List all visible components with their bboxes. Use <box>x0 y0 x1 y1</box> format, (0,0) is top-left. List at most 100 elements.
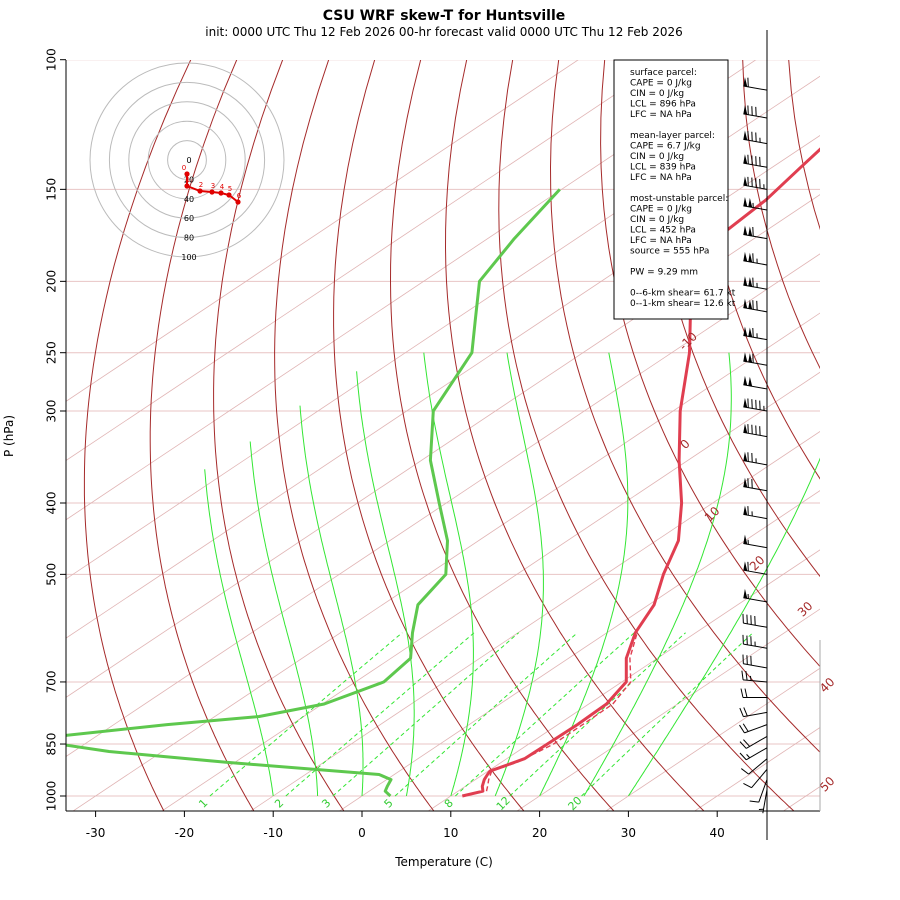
hodograph-point <box>209 189 215 195</box>
x-axis-title: Temperature (C) <box>394 855 493 869</box>
wind-barb-half-feather <box>746 754 751 759</box>
parcel-profile <box>485 632 638 792</box>
x-tick-label: -20 <box>175 826 195 840</box>
hodograph-ring-label: 80 <box>184 234 194 243</box>
dry-adiabat-line <box>549 60 820 753</box>
wind-barb-pennant <box>743 298 748 309</box>
wind-barb-feather <box>742 723 749 732</box>
hodograph-ring-label: 100 <box>181 253 196 262</box>
x-tick-label: 40 <box>710 826 725 840</box>
wind-barb-staff <box>743 138 768 145</box>
y-axis-title: P (hPa) <box>2 415 16 457</box>
wind-barb-feather <box>740 688 744 698</box>
info-line: LFC = NA hPa <box>630 110 692 120</box>
info-line: mean-layer parcel: <box>630 131 715 141</box>
hodograph-point <box>218 190 224 196</box>
isotherm-line <box>427 549 820 811</box>
mixing-ratio-label: 3 <box>319 796 333 810</box>
wind-barb-feather <box>739 724 745 734</box>
isotherm-label: 20 <box>747 553 768 574</box>
dry-adiabat-line <box>742 60 820 370</box>
y-tick-label: 400 <box>45 492 59 515</box>
wind-barb-staff <box>751 769 768 789</box>
hodograph-point <box>184 171 190 177</box>
hodograph-height-label: 1 <box>186 176 190 184</box>
y-tick-label: 100 <box>45 48 59 71</box>
wind-barb-pennant <box>743 176 748 186</box>
hodograph-point <box>184 183 190 189</box>
info-line: LCL = 839 hPa <box>630 163 696 173</box>
moist-adiabat-line <box>539 352 629 797</box>
wind-barb-feather <box>745 670 748 681</box>
mixing-ratio-line <box>454 632 635 797</box>
isotherm-line <box>66 60 668 462</box>
wind-barb-staff <box>743 162 768 168</box>
info-line: source = 555 hPa <box>630 247 709 257</box>
hodograph-ring <box>128 101 246 219</box>
hodograph-ring-label: 60 <box>184 214 194 223</box>
isotherm-line <box>66 75 820 580</box>
isotherm-line <box>161 371 820 811</box>
mixing-ratio-label: 12 <box>494 794 513 813</box>
wind-barb-pennant <box>748 299 753 310</box>
wind-barb-pennant <box>743 276 748 286</box>
mixing-ratio-line <box>285 632 475 797</box>
wind-barb-pennant <box>743 505 748 516</box>
wind-barb-pennant <box>743 477 748 488</box>
mixing-ratio-line <box>394 632 578 797</box>
info-line: CAPE = 0 J/kg <box>630 205 692 215</box>
hodograph-point <box>226 192 232 198</box>
dry-adiabat-line <box>149 60 255 811</box>
x-tick-label: -10 <box>263 826 283 840</box>
wind-barb-feather <box>739 741 747 749</box>
hodograph-point <box>235 199 241 205</box>
hodograph-height-label: 2 <box>199 181 203 189</box>
isotherm-label: 30 <box>795 599 816 620</box>
dry-adiabat-line <box>389 60 615 811</box>
wind-barb-pennant <box>748 376 753 387</box>
isotherm-line <box>249 430 820 811</box>
info-line: PW = 9.29 mm <box>630 268 698 278</box>
wind-barb-pennant <box>743 397 748 408</box>
wind-barb-staff <box>743 711 768 718</box>
y-axis: 100 150 200 250 300 400 500 700 850 1000 <box>45 48 66 812</box>
info-line: CIN = 0 J/kg <box>630 215 684 225</box>
info-line: 0--1-km shear= 12.6 kt <box>630 299 736 309</box>
dry-adiabat-line <box>213 60 345 811</box>
wind-barb-feather <box>741 670 744 680</box>
dry-adiabat-line <box>274 60 435 811</box>
y-tick-label: 200 <box>45 270 59 293</box>
wind-barb-pennant <box>743 104 748 115</box>
info-line: CIN = 0 J/kg <box>630 89 684 99</box>
isotherm-line <box>338 490 820 811</box>
y-tick-label: 250 <box>45 341 59 364</box>
wind-barb-feather <box>739 752 747 761</box>
dry-adiabat-line <box>832 26 900 812</box>
wind-barb-pennant <box>743 77 748 87</box>
moist-adiabat-line <box>583 352 732 797</box>
isotherm-line <box>66 60 579 402</box>
isotherm-line <box>66 194 820 698</box>
isotherm-label: 10 <box>702 504 723 525</box>
wind-barb-feather <box>743 707 748 717</box>
dry-adiabat-line <box>498 60 795 811</box>
wind-barb-pennant <box>743 534 748 545</box>
hodograph-height-label: 3 <box>211 182 215 190</box>
dry-adiabat-line <box>600 60 820 668</box>
thermo-grid <box>66 26 900 812</box>
info-line: LCL = 896 hPa <box>630 100 696 110</box>
info-line: most-unstable parcel: <box>630 194 728 204</box>
mixing-ratio-line <box>509 632 686 797</box>
wind-barb-pennant <box>743 326 748 337</box>
isotherm-line <box>605 667 820 811</box>
wind-barb-feather <box>743 739 751 747</box>
info-line: 0--6-km shear= 61.7 kt <box>630 289 736 299</box>
y-tick-label: 1000 <box>45 781 59 812</box>
hodograph-ring <box>147 120 227 200</box>
moist-adiabat-line <box>627 457 820 797</box>
wind-barb-pennant <box>743 423 748 434</box>
wind-barb-pennant <box>748 277 753 287</box>
isotherm-label: -10 <box>676 329 700 353</box>
dewpoint-profile <box>66 188 561 798</box>
